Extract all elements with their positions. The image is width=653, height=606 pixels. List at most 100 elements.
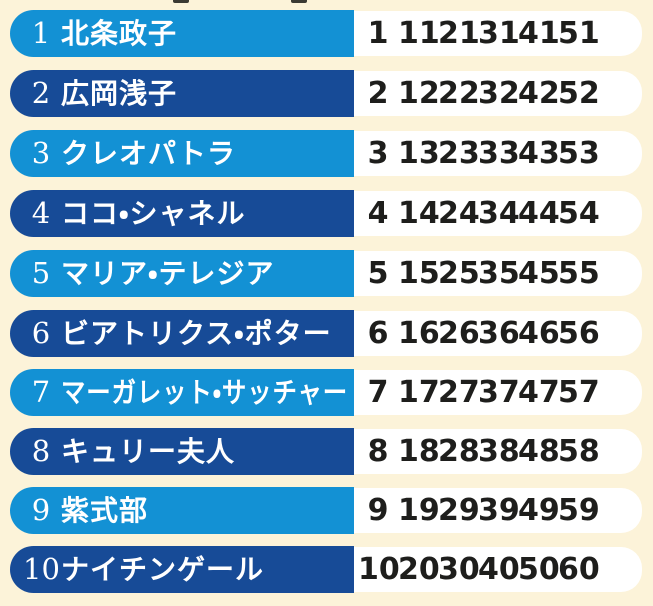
cell-value: 3 <box>367 135 389 171</box>
number-panel: 5 15 25 35 45 55 <box>354 251 642 296</box>
person-name: クレオパトラ <box>61 137 236 169</box>
cell-value: 20 <box>398 551 440 587</box>
cell-value: 16 <box>398 315 440 351</box>
cell-value: 49 <box>518 492 560 528</box>
person-name: ビアトリクス・ポター <box>61 317 332 349</box>
cell-value: 2 <box>367 75 389 111</box>
number-panel: 8 18 28 38 48 58 <box>354 429 642 474</box>
row-number: 1 <box>31 16 51 50</box>
name-pill: 1 北条政子 <box>10 10 354 57</box>
person-name: ココ・シャネル <box>61 197 246 229</box>
name-pill: 3 クレオパトラ <box>10 130 354 177</box>
cell-value: 10 <box>358 551 400 587</box>
name-pill: 10 ナイチンゲール <box>10 546 354 593</box>
cell-value: 51 <box>558 15 600 51</box>
table-row: 3 クレオパトラ 3 13 23 33 43 53 <box>10 130 642 177</box>
cell-value: 24 <box>438 195 480 231</box>
row-number: 8 <box>31 434 51 468</box>
table-row: 8 キュリー夫人 8 18 28 38 48 58 <box>10 428 642 475</box>
cell-value: 57 <box>558 374 600 410</box>
cell-value: 8 <box>367 433 389 469</box>
name-pill: 2 広岡浅子 <box>10 70 354 117</box>
number-panel: 9 19 29 39 49 59 <box>354 488 642 533</box>
row-number: 6 <box>31 316 51 350</box>
number-panel: 10 20 30 40 50 60 <box>354 547 642 592</box>
row-number: 9 <box>31 493 51 527</box>
cell-value: 29 <box>438 492 480 528</box>
table-row: 5 マリア・テレジア 5 15 25 35 45 55 <box>10 250 642 297</box>
number-panel: 2 12 22 32 42 52 <box>354 71 642 116</box>
cell-value: 14 <box>398 195 440 231</box>
cell-value: 21 <box>438 15 480 51</box>
number-panel: 7 17 27 37 47 57 <box>354 370 642 415</box>
cell-value: 47 <box>518 374 560 410</box>
cell-value: 43 <box>518 135 560 171</box>
person-name: マーガレット・サッチャー <box>61 376 349 408</box>
cell-value: 36 <box>478 315 520 351</box>
name-pill: 9 紫式部 <box>10 487 354 534</box>
name-pill: 7 マーガレット・サッチャー <box>10 369 354 416</box>
cell-value: 23 <box>438 135 480 171</box>
cell-value: 12 <box>398 75 440 111</box>
cell-value: 25 <box>438 255 480 291</box>
cell-value: 45 <box>518 255 560 291</box>
crop-artifact <box>173 0 189 3</box>
row-number: 7 <box>31 375 51 409</box>
cell-value: 9 <box>367 492 389 528</box>
crop-artifact <box>291 0 307 3</box>
number-panel: 1 11 21 31 41 51 <box>354 11 642 56</box>
number-panel: 4 14 24 34 44 54 <box>354 191 642 236</box>
row-number: 3 <box>31 136 51 170</box>
number-panel: 6 16 26 36 46 56 <box>354 311 642 356</box>
cell-value: 27 <box>438 374 480 410</box>
person-name: マリア・テレジア <box>61 257 275 289</box>
cell-value: 13 <box>398 135 440 171</box>
name-pill: 6 ビアトリクス・ポター <box>10 310 354 357</box>
cell-value: 60 <box>558 551 600 587</box>
cell-value: 46 <box>518 315 560 351</box>
table-row: 2 広岡浅子 2 12 22 32 42 52 <box>10 70 642 117</box>
cell-value: 53 <box>558 135 600 171</box>
person-name: 紫式部 <box>61 494 149 526</box>
name-pill: 4 ココ・シャネル <box>10 190 354 237</box>
cell-value: 4 <box>367 195 389 231</box>
cell-value: 32 <box>478 75 520 111</box>
cell-value: 44 <box>518 195 560 231</box>
table-row: 9 紫式部 9 19 29 39 49 59 <box>10 487 642 534</box>
cell-value: 1 <box>367 15 389 51</box>
cell-value: 17 <box>398 374 440 410</box>
cell-value: 50 <box>518 551 560 587</box>
cell-value: 5 <box>367 255 389 291</box>
cell-value: 40 <box>478 551 520 587</box>
table-row: 1 北条政子 1 11 21 31 41 51 <box>10 10 642 57</box>
cell-value: 52 <box>558 75 600 111</box>
cell-value: 7 <box>367 374 389 410</box>
cell-value: 35 <box>478 255 520 291</box>
number-panel: 3 13 23 33 43 53 <box>354 131 642 176</box>
row-number: 10 <box>23 552 60 586</box>
cell-value: 26 <box>438 315 480 351</box>
cell-value: 37 <box>478 374 520 410</box>
cell-value: 18 <box>398 433 440 469</box>
table-row: 6 ビアトリクス・ポター 6 16 26 36 46 56 <box>10 310 642 357</box>
cell-value: 6 <box>367 315 389 351</box>
cell-value: 30 <box>438 551 480 587</box>
name-number-table: 1 北条政子 1 11 21 31 41 51 2 広岡浅子 2 12 22 3… <box>10 10 642 593</box>
cell-value: 33 <box>478 135 520 171</box>
cell-value: 48 <box>518 433 560 469</box>
row-number: 5 <box>31 256 51 290</box>
cell-value: 22 <box>438 75 480 111</box>
table-row: 10 ナイチンゲール 10 20 30 40 50 60 <box>10 546 642 593</box>
person-name: ナイチンゲール <box>61 553 265 585</box>
person-name: 北条政子 <box>61 17 178 49</box>
cell-value: 38 <box>478 433 520 469</box>
row-number: 2 <box>31 76 51 110</box>
cell-value: 31 <box>478 15 520 51</box>
person-name: キュリー夫人 <box>61 435 236 467</box>
name-pill: 5 マリア・テレジア <box>10 250 354 297</box>
person-name: 広岡浅子 <box>61 77 178 109</box>
cell-value: 34 <box>478 195 520 231</box>
table-row: 4 ココ・シャネル 4 14 24 34 44 54 <box>10 190 642 237</box>
cell-value: 39 <box>478 492 520 528</box>
